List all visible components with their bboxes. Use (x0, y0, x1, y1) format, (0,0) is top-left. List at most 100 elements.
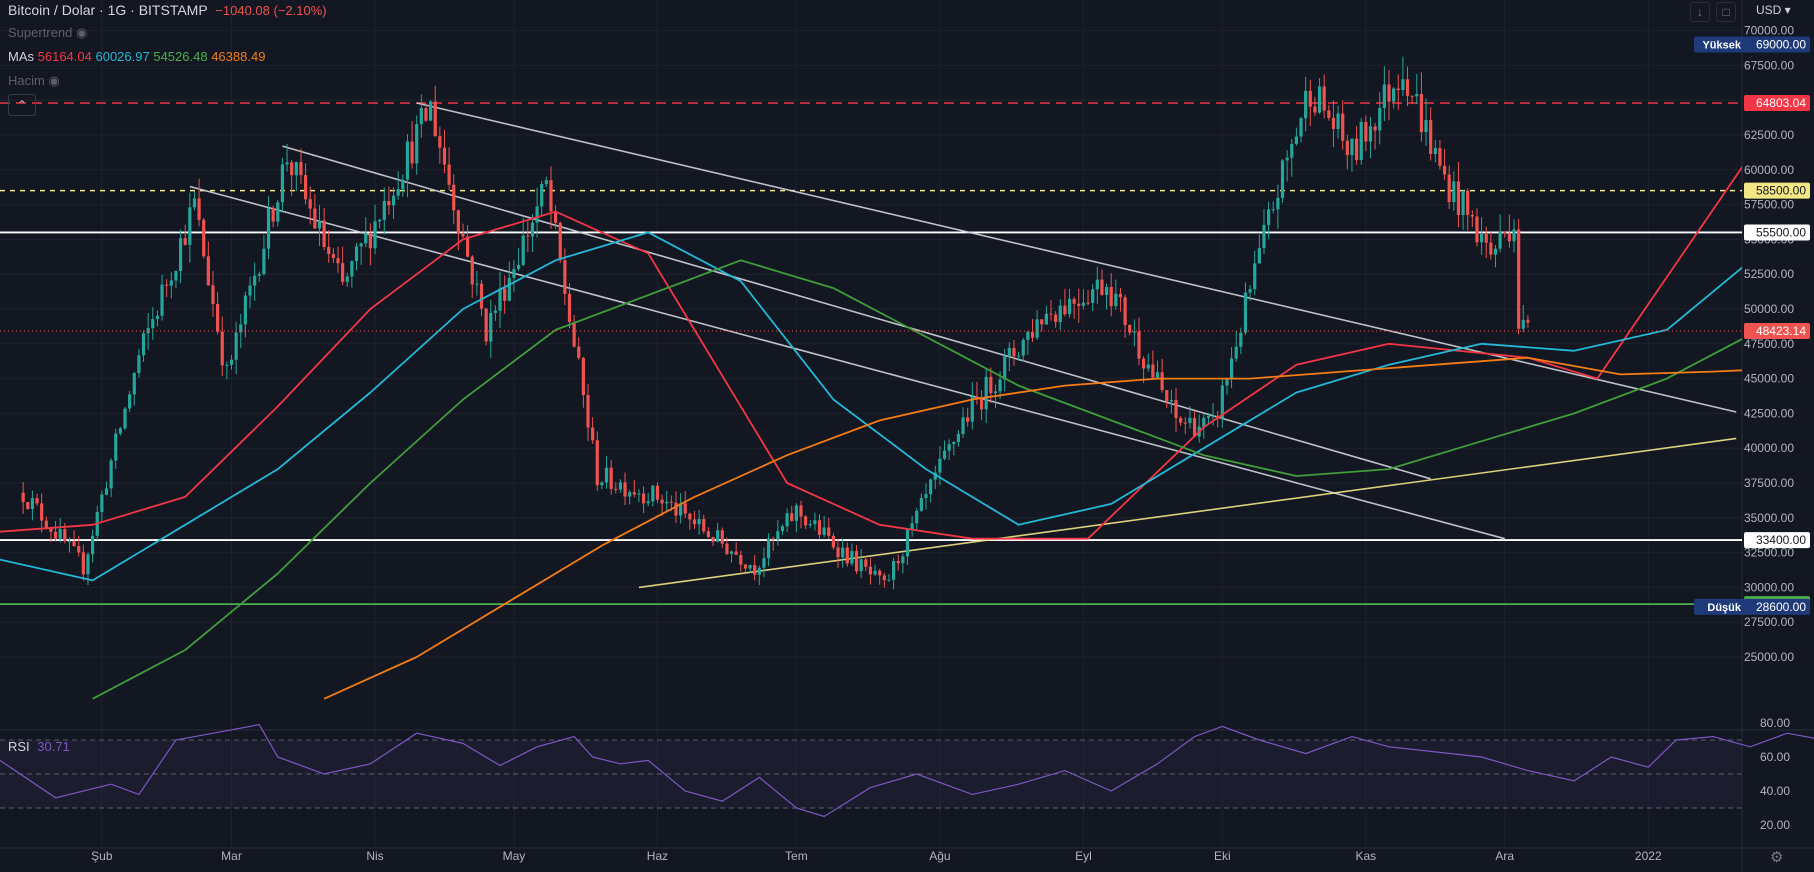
candle-body (364, 232, 368, 244)
candle-body (905, 529, 910, 557)
mas-legend[interactable]: MAs 56164.04 60026.97 54526.48 46388.49 (8, 49, 265, 64)
candle-body (637, 493, 641, 495)
candle-body (1341, 113, 1345, 141)
candle-body (757, 567, 761, 575)
candle-body (873, 570, 877, 575)
candle-body (1359, 121, 1363, 161)
candle-body (618, 482, 623, 490)
price-tick-label: 70000.00 (1744, 24, 1794, 38)
candle-body (1183, 422, 1187, 424)
extreme-tag-name: Yüksek (1702, 40, 1741, 52)
candle-body (970, 396, 974, 422)
candle-body (641, 493, 646, 504)
price-tag-text: 33400.00 (1756, 533, 1806, 547)
candle-body (924, 494, 928, 498)
trendline (189, 185, 1505, 540)
gear-icon[interactable]: ⚙ (1770, 849, 1784, 866)
rsi-line (0, 724, 1814, 818)
fullscreen-icon[interactable]: □ (1716, 2, 1736, 22)
candle-body (271, 208, 275, 222)
candle-body (1132, 331, 1136, 333)
candle-body (567, 293, 572, 322)
candle-body (859, 559, 863, 572)
candle-body (1114, 293, 1118, 307)
candle-body (845, 547, 849, 564)
candle-body (729, 551, 734, 554)
candle-body (1239, 332, 1243, 347)
candle-body (586, 395, 590, 428)
candle-body (21, 492, 25, 503)
price-tick-label: 47500.00 (1744, 337, 1794, 351)
candle-body (53, 531, 58, 539)
ma-value-1: 56164.04 (37, 49, 92, 64)
candle-body (1503, 231, 1507, 234)
candle-body (725, 543, 729, 554)
candle-body (975, 396, 979, 400)
candle-body (544, 180, 548, 184)
candle-body (614, 488, 618, 490)
time-tick-label: Eyl (1075, 849, 1092, 863)
rsi-label: RSI (8, 739, 30, 754)
rsi-tick-label: 80.00 (1760, 716, 1790, 730)
price-tag-text: 64803.04 (1756, 96, 1806, 110)
candle-body (67, 541, 72, 543)
grid-lines (0, 0, 1742, 848)
candle-body (864, 559, 868, 567)
candle-body (915, 510, 919, 524)
candle-body (313, 208, 317, 229)
candle-body (229, 359, 234, 365)
candlesticks (21, 56, 1530, 590)
eye-hidden-icon[interactable]: ◉ (75, 25, 88, 40)
price-tag-box (1744, 322, 1810, 339)
candle-body (178, 238, 183, 271)
volume-legend[interactable]: Hacim ◉ (8, 73, 60, 89)
candle-body (415, 124, 419, 164)
currency-select[interactable]: USD ▾ (1752, 2, 1795, 18)
collapse-legend-button[interactable]: ⌃ (8, 94, 36, 116)
candle-body (206, 256, 210, 286)
candle-body (1415, 94, 1419, 97)
candle-body (660, 499, 664, 504)
candle-body (748, 565, 752, 569)
candle-body (766, 538, 771, 559)
time-tick-label: Ara (1495, 849, 1514, 863)
candle-body (762, 558, 766, 568)
candle-body (521, 235, 525, 265)
candle-body (989, 376, 993, 394)
candle-body (211, 285, 215, 305)
candle-body (299, 162, 303, 176)
candle-body (549, 180, 553, 212)
candle-body (1151, 364, 1155, 378)
price-tick-label: 25000.00 (1744, 650, 1794, 664)
candle-body (646, 501, 650, 504)
supertrend-legend[interactable]: Supertrend ◉ (8, 25, 87, 41)
top-controls: ↓ □ (1690, 2, 1736, 22)
time-tick-label: Tem (785, 849, 808, 863)
candle-body (887, 579, 891, 581)
candle-body (753, 565, 757, 575)
candle-body (391, 195, 396, 206)
candle-body (1100, 279, 1104, 296)
candle-body (137, 355, 141, 373)
candle-body (804, 516, 808, 526)
candle-body (1304, 90, 1308, 119)
arrow-down-icon[interactable]: ↓ (1690, 2, 1710, 22)
candle-body (1313, 106, 1317, 113)
candle-body (1267, 209, 1271, 225)
candle-body (516, 264, 521, 270)
candle-body (1225, 378, 1229, 386)
candle-body (165, 284, 169, 286)
candle-body (1392, 88, 1396, 102)
candle-body (1035, 319, 1039, 338)
candle-body (1526, 319, 1530, 323)
candle-body (628, 492, 632, 497)
candle-body (475, 283, 479, 285)
candle-body (132, 372, 136, 395)
trendline (416, 102, 1737, 413)
candle-body (674, 502, 678, 516)
eye-hidden-icon[interactable]: ◉ (48, 73, 60, 88)
candle-body (1077, 303, 1081, 306)
candle-body (1484, 233, 1488, 243)
candle-body (1137, 331, 1141, 359)
candle-body (780, 526, 785, 532)
